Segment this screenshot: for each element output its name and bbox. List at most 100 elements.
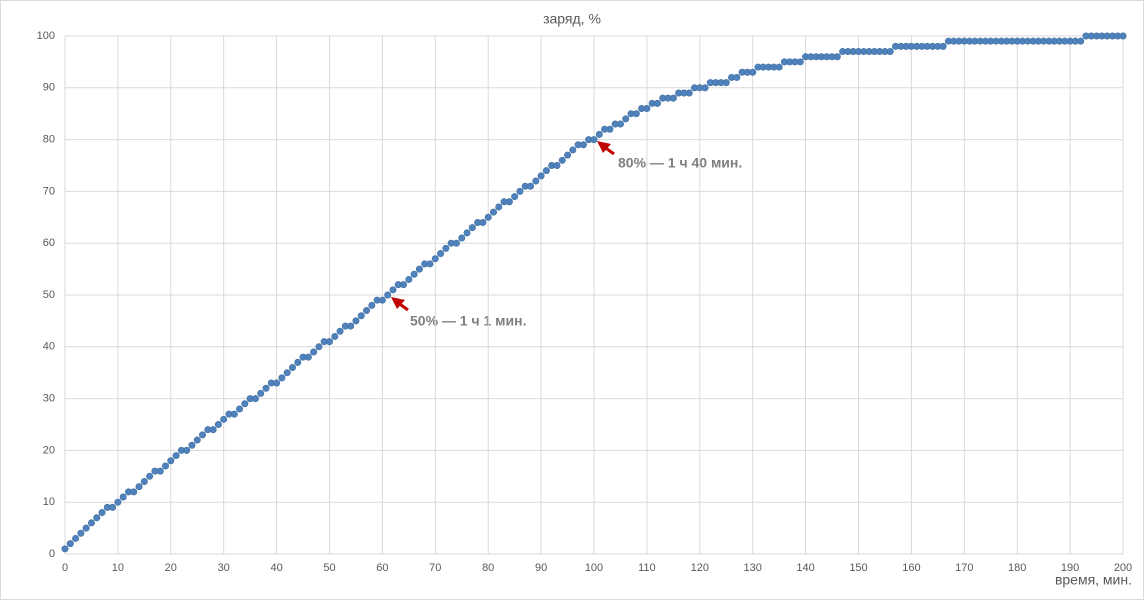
point bbox=[643, 105, 651, 113]
point bbox=[288, 364, 296, 372]
point bbox=[775, 63, 783, 71]
point bbox=[214, 420, 222, 428]
point bbox=[146, 472, 154, 480]
annotation: 50% — 1 ч 1 мин. bbox=[410, 313, 526, 329]
point bbox=[130, 488, 138, 496]
point bbox=[505, 198, 513, 206]
point bbox=[347, 322, 355, 330]
point bbox=[537, 172, 545, 180]
y-tick-label: 30 bbox=[43, 393, 55, 405]
point bbox=[749, 68, 757, 76]
point bbox=[410, 270, 418, 278]
y-tick-label: 20 bbox=[43, 444, 55, 456]
y-tick-label: 90 bbox=[43, 82, 55, 94]
point bbox=[685, 89, 693, 97]
point bbox=[230, 410, 238, 418]
point bbox=[468, 224, 476, 232]
point bbox=[278, 374, 286, 382]
point bbox=[511, 193, 519, 201]
point bbox=[389, 286, 397, 294]
point bbox=[833, 53, 841, 61]
point bbox=[167, 457, 175, 465]
point bbox=[82, 524, 90, 532]
x-axis-label: время, мин. bbox=[1055, 572, 1132, 588]
point bbox=[336, 327, 344, 335]
point bbox=[368, 301, 376, 309]
point bbox=[527, 182, 535, 190]
point bbox=[220, 415, 228, 423]
point bbox=[426, 260, 434, 268]
x-tick-label: 80 bbox=[482, 562, 494, 574]
point bbox=[109, 503, 117, 511]
point bbox=[331, 332, 339, 340]
point bbox=[262, 384, 270, 392]
y-tick-label: 10 bbox=[43, 496, 55, 508]
arrow-head bbox=[391, 297, 405, 309]
point bbox=[72, 534, 80, 542]
y-tick-label: 70 bbox=[43, 185, 55, 197]
point bbox=[653, 99, 661, 107]
point bbox=[437, 250, 445, 258]
point bbox=[595, 130, 603, 138]
y-tick-label: 50 bbox=[43, 289, 55, 301]
point bbox=[241, 400, 249, 408]
point bbox=[939, 42, 947, 50]
point bbox=[77, 529, 85, 537]
x-tick-label: 180 bbox=[1008, 562, 1026, 574]
point bbox=[400, 281, 408, 289]
point bbox=[294, 358, 302, 366]
point bbox=[363, 307, 371, 315]
point bbox=[140, 477, 148, 485]
point bbox=[135, 483, 143, 491]
point bbox=[119, 493, 127, 501]
arrow-head bbox=[597, 141, 611, 153]
point bbox=[532, 177, 540, 185]
point bbox=[495, 203, 503, 211]
point bbox=[188, 441, 196, 449]
point bbox=[93, 514, 101, 522]
x-tick-label: 60 bbox=[376, 562, 388, 574]
x-tick-label: 140 bbox=[796, 562, 814, 574]
point bbox=[236, 405, 244, 413]
point bbox=[357, 312, 365, 320]
point bbox=[442, 244, 450, 252]
point bbox=[310, 348, 318, 356]
point bbox=[87, 519, 95, 527]
point bbox=[257, 389, 265, 397]
x-tick-label: 20 bbox=[165, 562, 177, 574]
x-tick-label: 100 bbox=[585, 562, 603, 574]
x-tick-label: 0 bbox=[62, 562, 68, 574]
point bbox=[183, 446, 191, 454]
x-tick-label: 10 bbox=[112, 562, 124, 574]
point bbox=[193, 436, 201, 444]
point bbox=[98, 509, 106, 517]
y-tick-label: 80 bbox=[43, 134, 55, 146]
x-tick-label: 120 bbox=[691, 562, 709, 574]
point bbox=[172, 452, 180, 460]
point bbox=[484, 213, 492, 221]
y-tick-label: 60 bbox=[43, 237, 55, 249]
x-tick-label: 200 bbox=[1114, 562, 1132, 574]
y-tick-label: 0 bbox=[49, 548, 55, 560]
x-tick-label: 160 bbox=[902, 562, 920, 574]
point bbox=[114, 498, 122, 506]
annotation: 80% — 1 ч 40 мин. bbox=[618, 155, 742, 171]
point bbox=[458, 234, 466, 242]
point bbox=[516, 187, 524, 195]
point bbox=[431, 255, 439, 263]
point bbox=[463, 229, 471, 237]
point bbox=[606, 125, 614, 133]
x-tick-label: 110 bbox=[638, 562, 656, 574]
x-tick-label: 90 bbox=[535, 562, 547, 574]
point bbox=[209, 426, 217, 434]
arrows bbox=[391, 141, 615, 312]
x-tick-label: 150 bbox=[849, 562, 867, 574]
y-tick-label: 40 bbox=[43, 341, 55, 353]
x-tick-label: 190 bbox=[1061, 562, 1079, 574]
point bbox=[162, 462, 170, 470]
point bbox=[325, 338, 333, 346]
point bbox=[479, 218, 487, 226]
point bbox=[553, 162, 561, 170]
